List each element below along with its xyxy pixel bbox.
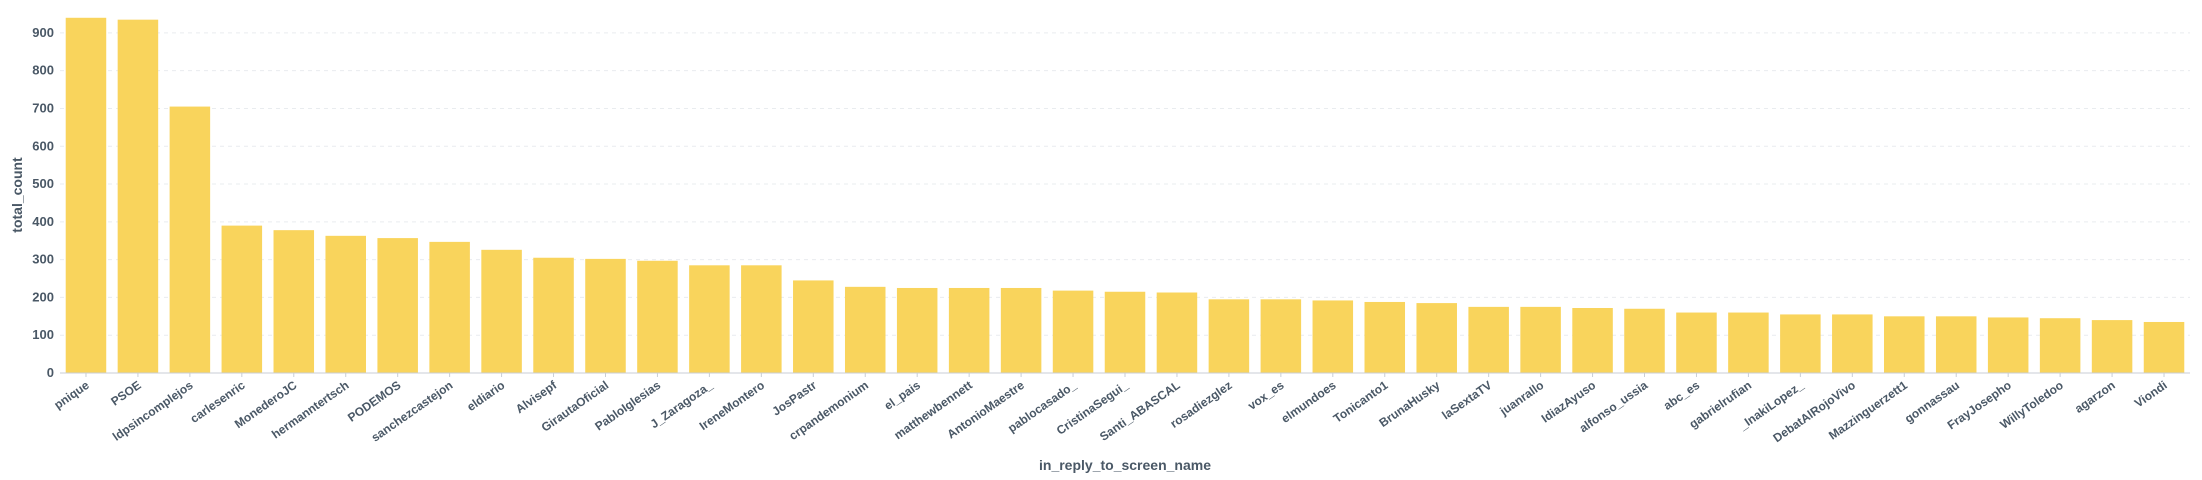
- bar[interactable]: [481, 249, 522, 373]
- x-axis-title: in_reply_to_screen_name: [1039, 457, 1211, 473]
- x-tick-label: elmundoes: [1279, 378, 1339, 426]
- bar[interactable]: [1104, 291, 1146, 373]
- bar[interactable]: [844, 286, 886, 373]
- bar[interactable]: [169, 106, 211, 373]
- bar[interactable]: [1780, 314, 1821, 373]
- bar[interactable]: [533, 257, 574, 373]
- y-tick-label: 300: [32, 252, 54, 267]
- bar[interactable]: [1520, 306, 1561, 373]
- x-tick-label: eldiario: [464, 378, 507, 414]
- x-tick-label: laSextaTV: [1439, 378, 1494, 422]
- bar[interactable]: [1468, 306, 1509, 373]
- bar[interactable]: [637, 260, 678, 373]
- bar[interactable]: [429, 241, 470, 373]
- bar[interactable]: [1572, 308, 1613, 373]
- x-tick-label: vox_es: [1245, 378, 1287, 413]
- bar[interactable]: [948, 287, 990, 373]
- x-tick-label: el_pais: [882, 378, 924, 413]
- bar[interactable]: [1260, 299, 1302, 373]
- bar[interactable]: [1624, 308, 1665, 373]
- bar[interactable]: [2143, 321, 2185, 373]
- bar[interactable]: [1935, 316, 1977, 373]
- bar[interactable]: [117, 19, 159, 373]
- y-tick-label: 100: [32, 327, 54, 342]
- y-tick-label: 800: [32, 63, 54, 78]
- bar[interactable]: [273, 230, 315, 373]
- bar[interactable]: [1987, 317, 2029, 373]
- bar[interactable]: [2039, 318, 2081, 373]
- y-tick-label: 900: [32, 25, 54, 40]
- x-tick-label: Alvisepf: [513, 377, 560, 416]
- y-tick-label: 500: [32, 176, 54, 191]
- y-tick-label: 600: [32, 138, 54, 153]
- x-tick-label: pnique: [51, 378, 92, 412]
- bar[interactable]: [1728, 312, 1769, 373]
- x-tick-label: PSOE: [108, 378, 143, 409]
- bar[interactable]: [741, 265, 782, 373]
- bar[interactable]: [377, 238, 418, 373]
- x-tick-label: Viondi: [2132, 378, 2170, 410]
- bar[interactable]: [1884, 316, 1925, 373]
- bar[interactable]: [1416, 303, 1457, 373]
- x-tick-label: JosPastr: [769, 378, 819, 419]
- bar[interactable]: [1208, 299, 1250, 373]
- bar[interactable]: [2091, 320, 2133, 373]
- bar[interactable]: [585, 258, 626, 373]
- bar[interactable]: [1312, 300, 1354, 373]
- bar[interactable]: [221, 225, 263, 373]
- x-tick-label: juanrallo: [1497, 378, 1547, 419]
- bar[interactable]: [1052, 290, 1094, 373]
- bar[interactable]: [1156, 292, 1198, 373]
- y-axis-title: total_count: [9, 157, 25, 233]
- bar[interactable]: [325, 235, 366, 373]
- bar[interactable]: [65, 17, 107, 374]
- bar[interactable]: [793, 280, 834, 373]
- x-tick-label: abc_es: [1661, 378, 1703, 413]
- bar[interactable]: [1364, 301, 1406, 373]
- bar[interactable]: [896, 287, 938, 373]
- bar[interactable]: [1832, 314, 1873, 373]
- y-tick-label: 700: [32, 100, 54, 115]
- y-tick-label: 200: [32, 289, 54, 304]
- bars-layer: [65, 17, 2185, 374]
- bar[interactable]: [1000, 287, 1042, 373]
- bar[interactable]: [689, 265, 730, 373]
- y-tick-label: 400: [32, 214, 54, 229]
- bar[interactable]: [1676, 312, 1717, 373]
- x-tick-label: agarzon: [2072, 378, 2118, 416]
- y-tick-label: 0: [47, 365, 54, 380]
